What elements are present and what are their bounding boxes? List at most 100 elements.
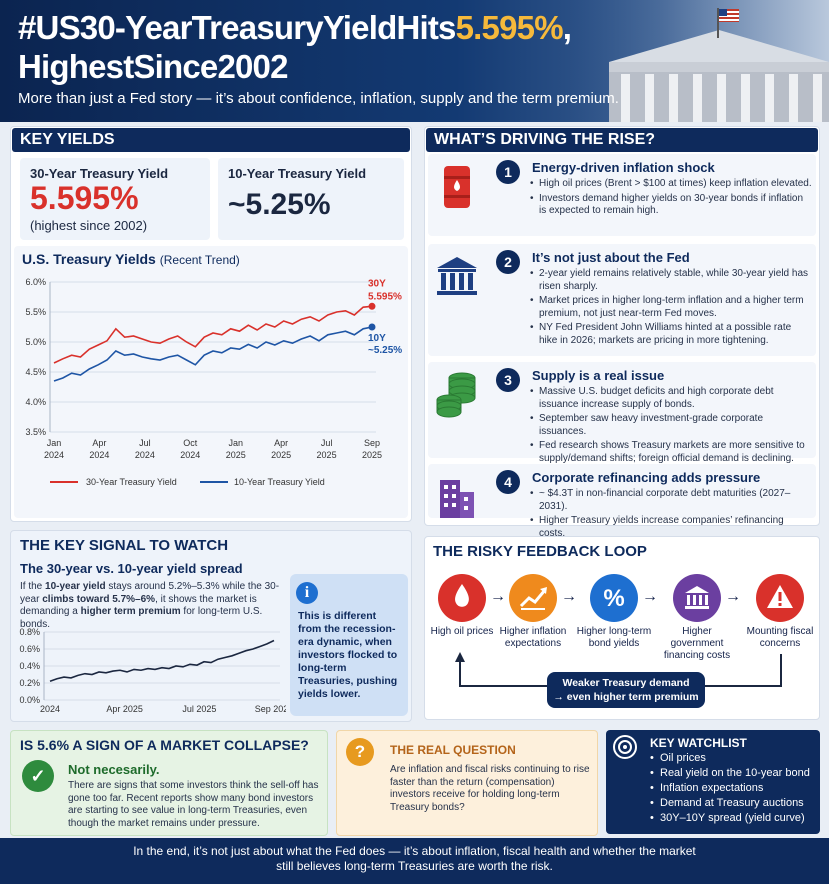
x-tick-label: 2024: [180, 450, 200, 460]
driver-bullets: ~ $4.3T in non-financial corporate debt …: [530, 488, 812, 542]
percent-icon: %: [590, 574, 638, 622]
footer-line-1: In the end, it’s not just about what the…: [133, 844, 696, 858]
x-tick-label: Sep 2025: [255, 704, 286, 714]
driver-bullet: 2-year yield remains relatively stable, …: [530, 268, 812, 293]
x-tick-label: 2025: [317, 450, 337, 460]
feedback-loop-title: THE RISKY FEEDBACK LOOP: [433, 543, 647, 560]
loop-step-label: Higher long-term bond yields: [576, 626, 652, 649]
driver-bullet: ~ $4.3T in non-financial corporate debt …: [530, 488, 812, 513]
x-tick-label: Jan: [228, 438, 243, 448]
y-tick-label: 0.6%: [19, 644, 40, 654]
header-banner: #US30-YearTreasuryYieldHits5.595%, Highes…: [0, 0, 829, 122]
driver-bullet: Market prices in higher long-term inflat…: [530, 295, 812, 320]
x-tick-label: Apr: [92, 438, 106, 448]
market-collapse-answer: Not necesarily.: [68, 762, 160, 777]
series-end-label: 10Y: [368, 333, 386, 344]
market-collapse-title: IS 5.6% A SIGN OF A MARKET COLLAPSE?: [20, 737, 309, 753]
rising-chart-icon: [509, 574, 557, 622]
footer-line-2: still believes long-term Treasuries are …: [276, 859, 553, 873]
watchlist-item: Real yield on the 10-year bond: [650, 767, 816, 779]
series-line: [49, 639, 275, 683]
x-tick-label: Jul: [321, 438, 333, 448]
x-tick-label: 2025: [226, 450, 246, 460]
info-callout-text: This is different from the recession-era…: [298, 610, 398, 700]
series-endpoint: [368, 323, 376, 331]
arrow-right-icon: →: [642, 588, 658, 605]
warning-icon: [756, 574, 804, 622]
yield-30y-label: 30-Year Treasury Yield: [30, 166, 169, 181]
driver-bullet: Fed research shows Treasury markets are …: [530, 440, 812, 465]
key-yields-title: KEY YIELDS: [12, 128, 410, 152]
series-end-label: 30Y: [368, 278, 386, 289]
info-callout: i This is different from the recession-e…: [290, 574, 408, 716]
driver-title: It’s not just about the Fed: [532, 250, 690, 265]
loop-step-label: Mounting fiscal concerns: [746, 626, 814, 649]
yield-10y-label: 10-Year Treasury Yield: [228, 166, 367, 181]
real-question-panel: [336, 730, 598, 836]
info-icon: i: [296, 582, 318, 604]
yield-10y-card: 10-Year Treasury Yield ~5.25%: [218, 158, 404, 240]
driver-bullet: Massive U.S. budget deficits and high co…: [530, 386, 812, 411]
y-tick-label: 0.8%: [19, 627, 40, 637]
treasury-yields-chart: 3.5% 4.0% 4.5% 5.0% 5.5% 6.0% Jan 2024 Apr 2024 Ju…: [25, 277, 402, 487]
oil-drop-icon: [438, 574, 486, 622]
arrow-right-icon: →: [725, 588, 741, 605]
y-tick-label: 0.4%: [19, 661, 40, 671]
x-tick-label: 2024: [44, 450, 64, 460]
coin-stack-icon: [432, 370, 482, 420]
watchlist-item: 30Y–10Y spread (yield curve): [650, 812, 816, 824]
x-tick-label: Jan: [47, 438, 62, 448]
oil-barrel-icon: [432, 162, 482, 212]
y-tick-label: 0.0%: [19, 695, 40, 705]
driver-bullet: Higher Treasury yields increase companie…: [530, 515, 812, 540]
y-tick-label: 5.0%: [25, 337, 46, 347]
drivers-title: WHAT’S DRIVING THE RISE?: [426, 128, 818, 152]
x-tick-label: Apr: [274, 438, 288, 448]
loop-step-label: Higher inflation expectations: [499, 626, 567, 649]
x-tick-label: 2024: [89, 450, 109, 460]
watchlist-title: KEY WATCHLIST: [650, 736, 747, 750]
driver-title: Energy-driven inflation shock: [532, 160, 715, 175]
arrow-right-icon: →: [490, 588, 506, 605]
driver-bullet: Investors demand higher yields on 30-yea…: [530, 193, 812, 218]
y-tick-label: 5.5%: [25, 307, 46, 317]
y-tick-label: 4.0%: [25, 397, 46, 407]
driver-number: 4: [496, 470, 520, 494]
series-line: [53, 305, 373, 364]
yield-30y-note: (highest since 2002): [30, 218, 148, 233]
legend-label-10y: 10-Year Treasury Yield: [234, 477, 325, 487]
real-question-title: THE REAL QUESTION: [390, 743, 516, 757]
driver-title: Supply is a real issue: [532, 368, 665, 383]
driver-bullet: NY Fed President John Williams hinted at…: [530, 322, 812, 347]
question-icon: ?: [346, 738, 374, 766]
feedback-return-label: Weaker Treasury demand → even higher term…: [547, 672, 705, 708]
legend-label-30y: 30-Year Treasury Yield: [86, 477, 177, 487]
y-tick-label: 3.5%: [25, 427, 46, 437]
x-tick-label: 2025: [271, 450, 291, 460]
series-end-label: ~5.25%: [368, 345, 402, 356]
x-tick-label: Sep: [364, 438, 380, 448]
y-tick-label: 6.0%: [25, 277, 46, 287]
driver-number: 1: [496, 160, 520, 184]
x-tick-label: Jul 2025: [182, 704, 216, 714]
x-tick-label: Apr 2025: [106, 704, 143, 714]
us-flag-icon: [719, 9, 739, 22]
arrow-right-icon: →: [561, 588, 577, 605]
y-tick-label: 4.5%: [25, 367, 46, 377]
yield-30y-card: 30-Year Treasury Yield 5.595% (highest s…: [20, 158, 210, 240]
series-endpoint: [368, 302, 376, 310]
driver-number: 2: [496, 250, 520, 274]
x-tick-label: 2024: [40, 704, 60, 714]
market-collapse-body: There are signs that some investors thin…: [68, 780, 319, 829]
capitol-building-illustration: [569, 0, 829, 122]
key-signal-body: If the 10-year yield stays around 5.2%–5…: [20, 581, 280, 630]
y-tick-label: 0.2%: [19, 678, 40, 688]
market-collapse-panel: [10, 730, 328, 836]
x-tick-label: Jul: [139, 438, 151, 448]
driver-bullets: High oil prices (Brent > $100 at times) …: [530, 178, 812, 220]
watchlist-item: Inflation expectations: [650, 782, 816, 794]
yield-spread-chart: 0.0% 0.2% 0.4% 0.6% 0.8% 2024 Apr 2025 Jul 2025…: [19, 627, 286, 714]
trend-chart-title: U.S. Treasury Yields (Recent Trend): [22, 251, 240, 267]
driver-bullet: High oil prices (Brent > $100 at times) …: [530, 178, 812, 191]
series-end-label: 5.595%: [368, 291, 402, 302]
